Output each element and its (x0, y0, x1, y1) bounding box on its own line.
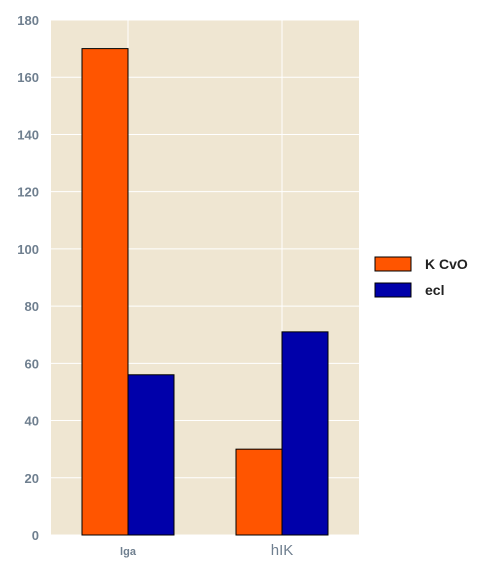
x-tick-label: lga (120, 546, 137, 558)
x-axis: lga hIK (120, 542, 293, 559)
y-tick-label: 160 (17, 70, 39, 85)
y-tick-label: 20 (25, 471, 39, 486)
bar-ecl-hIK (281, 331, 329, 536)
y-tick-label: 140 (17, 127, 39, 142)
legend: K CvO ecl (374, 256, 468, 298)
y-tick-label: 100 (17, 242, 39, 257)
bars (81, 48, 329, 536)
legend-label-ecl: ecl (425, 282, 444, 298)
y-tick-label: 60 (25, 356, 39, 371)
bar-k-cvo-lga (81, 48, 129, 536)
x-tick-label: hIK (271, 542, 294, 559)
legend-swatch-k-cvo (374, 256, 412, 272)
legend-label-k-cvo: K CvO (425, 256, 468, 272)
y-axis: 0 20 40 60 80 100 120 140 160 180 (17, 13, 39, 543)
legend-swatch-ecl (374, 282, 412, 298)
bar-k-cvo-hIK (235, 448, 283, 536)
bar-ecl-lga (127, 374, 175, 536)
y-tick-label: 0 (32, 528, 39, 543)
y-tick-label: 40 (25, 414, 39, 429)
y-tick-label: 120 (17, 185, 39, 200)
y-tick-label: 180 (17, 13, 39, 28)
y-tick-label: 80 (25, 299, 39, 314)
